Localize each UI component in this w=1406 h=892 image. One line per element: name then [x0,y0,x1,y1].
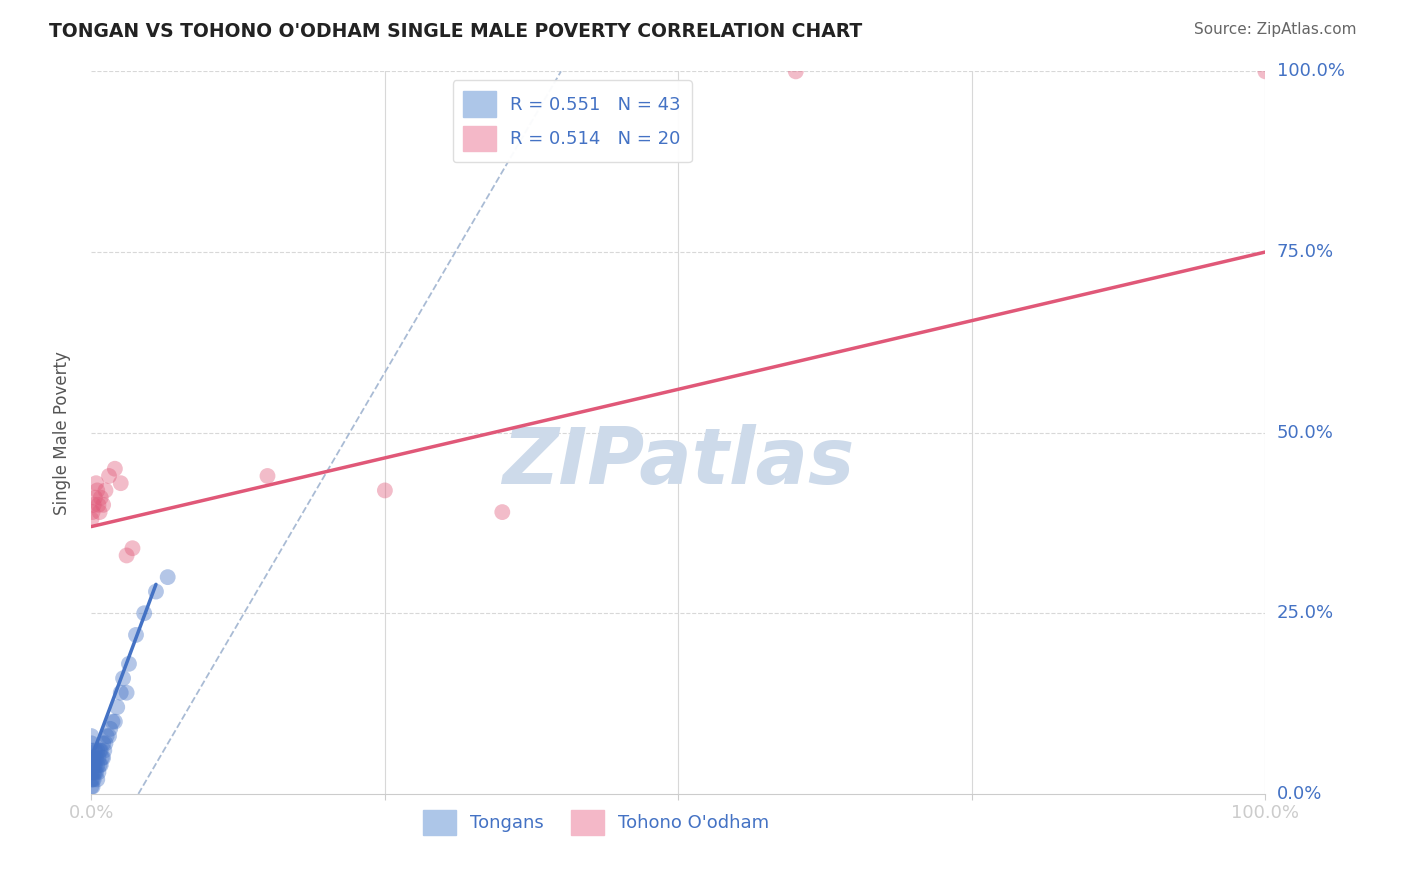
Point [89,505,111,519]
Legend: Tongans, Tohono O'odham: Tongans, Tohono O'odham [416,803,776,843]
Y-axis label: Single Male Poverty: Single Male Poverty [52,351,70,515]
Point [84,758,107,772]
Point [90,743,112,757]
Point [115,549,138,563]
Point [82,765,104,780]
Point [84,765,107,780]
Point [86,772,108,787]
Point [83,765,105,780]
Point [134,607,156,621]
Point [83,498,105,512]
Point [91,498,114,512]
Point [80,765,103,780]
Point [104,714,127,729]
Point [1254,64,1277,78]
Point [84,743,107,757]
Point [89,743,111,757]
Point [101,714,124,729]
Point [115,686,138,700]
Point [82,751,104,765]
Point [110,476,132,491]
Point [80,772,103,787]
Point [84,765,107,780]
Point [87,751,110,765]
Point [93,743,115,757]
Point [80,729,103,743]
Point [80,512,103,526]
Point [90,491,112,505]
Point [91,751,114,765]
Point [83,751,105,765]
Point [91,736,114,750]
Point [84,476,107,491]
Point [156,570,179,584]
Point [82,505,104,519]
Point [84,491,107,505]
Text: 50.0%: 50.0% [1277,424,1333,442]
Point [145,584,167,599]
Point [86,483,108,498]
Point [125,628,148,642]
Point [80,780,103,794]
Point [87,765,110,780]
Text: 0.0%: 0.0% [1277,785,1322,803]
Point [89,758,111,772]
Text: 25.0%: 25.0% [1277,604,1334,623]
Point [80,743,103,757]
Point [96,729,118,743]
Point [83,758,105,772]
Point [374,483,396,498]
Point [94,736,117,750]
Point [112,671,135,685]
Point [80,758,103,772]
Point [104,462,127,476]
Point [118,657,141,671]
Text: ZIPatlas: ZIPatlas [502,424,855,500]
Point [90,758,112,772]
Point [256,469,278,483]
Point [82,772,104,787]
Point [87,498,110,512]
Point [86,758,108,772]
Text: 75.0%: 75.0% [1277,243,1334,261]
Point [491,505,513,519]
Point [98,722,121,736]
Point [98,729,121,743]
Point [110,686,132,700]
Point [83,772,105,787]
Point [94,483,117,498]
Point [82,780,104,794]
Point [84,751,107,765]
Text: Source: ZipAtlas.com: Source: ZipAtlas.com [1194,22,1357,37]
Point [785,64,807,78]
Point [121,541,143,556]
Point [98,469,121,483]
Point [105,700,128,714]
Point [82,758,104,772]
Text: TONGAN VS TOHONO O'ODHAM SINGLE MALE POVERTY CORRELATION CHART: TONGAN VS TOHONO O'ODHAM SINGLE MALE POV… [49,22,862,41]
Point [80,736,103,750]
Point [91,751,114,765]
Point [86,743,108,757]
Text: 100.0%: 100.0% [1277,62,1344,80]
Point [80,751,103,765]
